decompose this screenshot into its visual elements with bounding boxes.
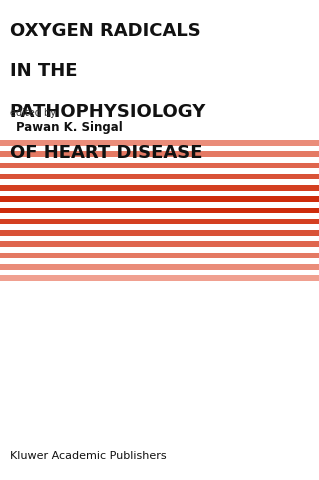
Bar xyxy=(0,213,319,219)
Bar xyxy=(0,258,319,264)
Bar xyxy=(0,140,319,145)
Bar xyxy=(0,230,319,236)
Bar xyxy=(0,151,319,157)
Bar xyxy=(0,134,319,140)
Bar xyxy=(0,196,319,202)
Bar xyxy=(0,208,319,213)
Bar xyxy=(0,225,319,230)
Bar xyxy=(0,185,319,191)
Bar xyxy=(0,202,319,208)
Bar xyxy=(0,145,319,151)
Bar xyxy=(0,191,319,196)
Bar xyxy=(0,168,319,174)
Bar xyxy=(0,180,319,185)
Text: edited by: edited by xyxy=(10,108,56,118)
Bar xyxy=(0,236,319,241)
Bar xyxy=(0,241,319,247)
Text: OF HEART DISEASE: OF HEART DISEASE xyxy=(10,144,202,162)
Bar xyxy=(0,270,319,275)
Text: Kluwer Academic Publishers: Kluwer Academic Publishers xyxy=(10,451,166,461)
Text: IN THE: IN THE xyxy=(10,62,77,80)
Bar xyxy=(0,174,319,180)
Bar xyxy=(0,275,319,281)
Text: PATHOPHYSIOLOGY: PATHOPHYSIOLOGY xyxy=(10,103,206,121)
Bar xyxy=(0,157,319,163)
Text: OXYGEN RADICALS: OXYGEN RADICALS xyxy=(10,22,200,40)
Bar xyxy=(0,219,319,225)
Bar xyxy=(0,264,319,270)
Bar xyxy=(0,252,319,258)
Bar xyxy=(0,163,319,168)
Bar xyxy=(0,247,319,252)
Text: Pawan K. Singal: Pawan K. Singal xyxy=(16,121,123,134)
